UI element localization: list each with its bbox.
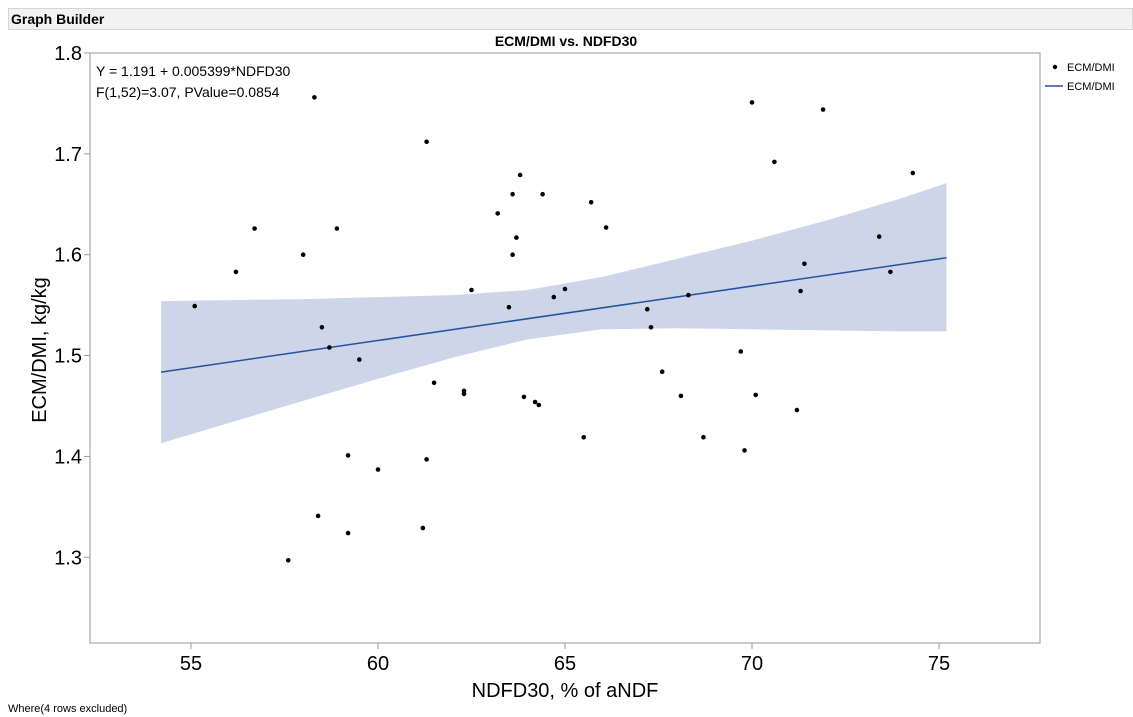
data-point	[285, 558, 291, 563]
data-point	[686, 292, 691, 298]
fit-statistics: F(1,52)=3.07, PValue=0.0854	[96, 84, 280, 100]
data-point	[794, 407, 800, 413]
data-point	[820, 107, 826, 112]
data-point	[319, 325, 325, 330]
legend-point-marker	[1052, 64, 1058, 70]
legend-label-points: ECM/DMI	[1067, 62, 1115, 74]
data-point	[510, 191, 515, 197]
data-point	[659, 369, 665, 375]
legend-label-fit: ECM/DMI	[1067, 81, 1115, 93]
data-point	[424, 139, 429, 145]
data-point	[327, 345, 332, 350]
data-point	[532, 399, 538, 405]
data-point	[738, 349, 744, 354]
data-point	[315, 513, 321, 519]
data-point	[510, 252, 515, 257]
data-point	[521, 394, 527, 400]
data-point	[742, 448, 747, 453]
y-tick-label: 1.6	[54, 245, 82, 267]
y-tick-label: 1.8	[54, 43, 82, 65]
y-tick-label: 1.3	[54, 547, 82, 569]
data-point	[876, 234, 882, 239]
x-tick-label: 60	[367, 653, 389, 675]
data-point	[701, 435, 706, 440]
data-point	[910, 170, 916, 176]
x-axis-label: NDFD30, % of aNDF	[472, 680, 659, 702]
data-point	[802, 261, 807, 267]
window-title: Graph Builder	[11, 11, 105, 27]
data-point	[420, 525, 426, 531]
data-point	[300, 252, 306, 257]
data-point	[312, 95, 317, 100]
legend: ECM/DMI ECM/DMI	[1045, 62, 1115, 93]
fit-line	[160, 256, 947, 373]
data-point	[252, 226, 257, 231]
data-point	[648, 325, 654, 330]
data-point	[469, 287, 474, 293]
data-point	[514, 235, 519, 240]
plot-frame	[89, 52, 1041, 644]
data-point	[334, 226, 340, 231]
x-tick-label: 65	[554, 653, 576, 675]
data-point	[431, 380, 437, 386]
data-point	[588, 200, 594, 205]
data-point	[345, 453, 351, 458]
window-title-bar: Graph Builder	[8, 8, 1133, 30]
chart-title: ECM/DMI vs. NDFD30	[495, 33, 638, 49]
data-point	[753, 392, 758, 398]
data-point	[678, 393, 684, 399]
x-tick-label: 55	[180, 653, 202, 675]
fit-equation: Y = 1.191 + 0.005399*NDFD30	[96, 63, 291, 79]
data-point	[581, 435, 586, 440]
footer-note: Where(4 rows excluded)	[8, 703, 128, 715]
x-tick-label: 75	[928, 653, 950, 675]
x-tick-label: 70	[741, 653, 763, 675]
data-point	[772, 159, 777, 165]
data-point	[540, 191, 545, 197]
data-point	[749, 100, 755, 105]
data-point	[192, 303, 197, 309]
data-point	[645, 306, 650, 312]
data-point	[562, 286, 568, 292]
data-point	[603, 225, 609, 230]
y-tick-label: 1.7	[54, 144, 82, 166]
data-point	[424, 457, 429, 462]
confidence-band	[161, 183, 947, 444]
data-point	[357, 357, 362, 362]
data-point	[536, 402, 542, 408]
data-point	[506, 304, 512, 310]
data-point	[375, 467, 381, 472]
y-axis-label: ECM/DMI, kg/kg	[29, 277, 51, 423]
data-point	[551, 294, 557, 300]
data-point	[495, 211, 501, 216]
data-point	[345, 530, 351, 536]
data-point	[461, 391, 467, 397]
data-point	[888, 269, 893, 275]
data-point	[233, 269, 239, 275]
data-point	[798, 288, 803, 294]
y-tick-label: 1.4	[54, 446, 82, 468]
data-point	[517, 172, 523, 178]
y-tick-label: 1.5	[54, 346, 82, 368]
